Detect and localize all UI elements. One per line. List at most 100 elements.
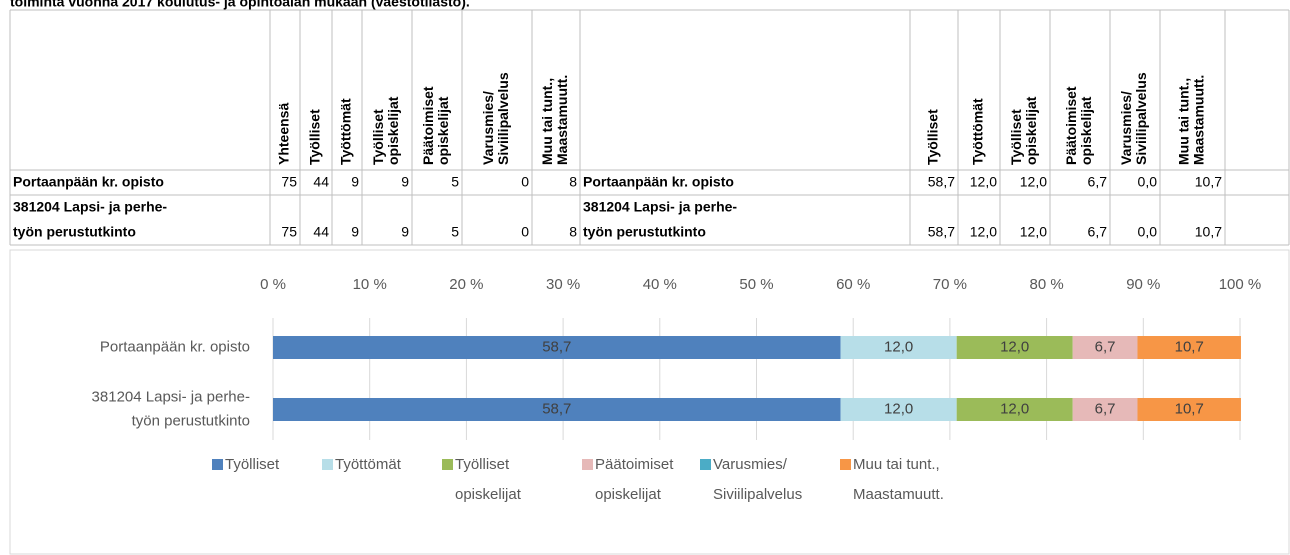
- row-name: Portaanpään kr. opisto: [13, 174, 164, 190]
- x-tick-label: 10 %: [353, 276, 387, 293]
- cell-value: 9: [401, 174, 409, 190]
- x-tick-label: 90 %: [1126, 276, 1160, 293]
- cell-value: 9: [401, 224, 409, 240]
- column-header: Maastamuutt.: [1191, 75, 1207, 165]
- value-label: 12,0: [884, 400, 913, 417]
- column-header: Yhteensä: [276, 103, 292, 165]
- column-header: Työttömät: [338, 98, 354, 165]
- legend-label: Työlliset: [455, 456, 510, 473]
- legend-swatch: [322, 459, 333, 470]
- cell-value: 12,0: [1020, 174, 1047, 190]
- cell-value: 5: [451, 174, 459, 190]
- cell-value: 0,0: [1138, 224, 1158, 240]
- column-header: Työttömät: [970, 98, 986, 165]
- cell-value: 44: [313, 224, 329, 240]
- cell-value: 10,7: [1195, 174, 1222, 190]
- x-tick-label: 70 %: [933, 276, 967, 293]
- row-name: työn perustutkinto: [13, 224, 136, 240]
- column-header: opiskelijat: [385, 96, 401, 165]
- cell-value: 0: [521, 224, 529, 240]
- cell-value: 0,0: [1138, 174, 1158, 190]
- row-name: työn perustutkinto: [583, 224, 706, 240]
- column-header: Työlliset: [925, 109, 941, 165]
- legend-label: Päätoimiset: [595, 456, 674, 473]
- legend-label: Työlliset: [225, 456, 280, 473]
- column-header: Varusmies/: [1118, 91, 1134, 165]
- x-tick-label: 40 %: [643, 276, 677, 293]
- cell-value: 58,7: [928, 174, 955, 190]
- legend-swatch: [840, 459, 851, 470]
- bar-segment: [1137, 336, 1241, 359]
- x-tick-label: 100 %: [1219, 276, 1262, 293]
- legend-label: Varusmies/: [713, 456, 788, 473]
- cell-value: 12,0: [970, 224, 997, 240]
- y-tick-label: työn perustutkinto: [132, 412, 250, 429]
- column-header: Muu tai tunt.,: [1176, 78, 1192, 165]
- x-tick-label: 50 %: [739, 276, 773, 293]
- column-header: Työlliset: [307, 109, 323, 165]
- y-tick-label: Portaanpään kr. opisto: [100, 338, 250, 355]
- bar-segment: [956, 336, 1073, 359]
- value-label: 58,7: [542, 400, 571, 417]
- cell-value: 12,0: [970, 174, 997, 190]
- x-tick-label: 30 %: [546, 276, 580, 293]
- bar-segment: [1137, 398, 1241, 421]
- legend-label: Työttömät: [335, 456, 402, 473]
- chart-frame: [9, 249, 1290, 555]
- x-tick-label: 20 %: [449, 276, 483, 293]
- cell-value: 9: [351, 224, 359, 240]
- cell-value: 8: [569, 174, 577, 190]
- page-title: toiminta vuonna 2017 koulutus- ja opinto…: [10, 0, 470, 10]
- x-tick-label: 0 %: [260, 276, 286, 293]
- bar-segment: [1072, 336, 1138, 359]
- value-label: 12,0: [884, 338, 913, 355]
- column-header: Maastamuutt.: [554, 75, 570, 165]
- value-label: 12,0: [1000, 400, 1029, 417]
- cell-value: 44: [313, 174, 329, 190]
- y-tick-label: 381204 Lapsi- ja perhe-: [92, 388, 250, 405]
- column-header: Päätoimiset: [420, 86, 436, 165]
- bar-segment: [956, 398, 1073, 421]
- cell-value: 6,7: [1088, 224, 1108, 240]
- column-header: opiskelijat: [1078, 96, 1094, 165]
- cell-value: 58,7: [928, 224, 955, 240]
- row-name: Portaanpään kr. opisto: [583, 174, 734, 190]
- x-tick-label: 60 %: [836, 276, 870, 293]
- column-header: Siviilipalvelus: [1133, 72, 1149, 165]
- bar-segment: [840, 336, 957, 359]
- legend-swatch: [582, 459, 593, 470]
- column-header: Päätoimiset: [1063, 86, 1079, 165]
- column-header: Varusmies/: [480, 91, 496, 165]
- cell-value: 12,0: [1020, 224, 1047, 240]
- value-label: 6,7: [1095, 338, 1116, 355]
- legend-swatch: [700, 459, 711, 470]
- legend-label: opiskelijat: [595, 486, 662, 503]
- column-header: Työlliset: [370, 109, 386, 165]
- bar-segment: [840, 398, 957, 421]
- legend-label: Siviilipalvelus: [713, 486, 802, 503]
- column-header: opiskelijat: [1023, 96, 1039, 165]
- value-label: 58,7: [542, 338, 571, 355]
- value-label: 12,0: [1000, 338, 1029, 355]
- cell-value: 8: [569, 224, 577, 240]
- legend-label: Muu tai tunt.,: [853, 456, 940, 473]
- row-name: 381204 Lapsi- ja perhe-: [583, 199, 737, 215]
- cell-value: 0: [521, 174, 529, 190]
- column-header: Muu tai tunt.,: [539, 78, 555, 165]
- column-header: Työlliset: [1008, 109, 1024, 165]
- value-label: 10,7: [1175, 400, 1204, 417]
- column-header: opiskelijat: [435, 96, 451, 165]
- cell-value: 6,7: [1088, 174, 1108, 190]
- cell-value: 75: [281, 174, 297, 190]
- cell-value: 9: [351, 174, 359, 190]
- cell-value: 5: [451, 224, 459, 240]
- legend-swatch: [442, 459, 453, 470]
- bar-segment: [273, 336, 841, 359]
- cell-value: 10,7: [1195, 224, 1222, 240]
- row-name: 381204 Lapsi- ja perhe-: [13, 199, 167, 215]
- legend-label: Maastamuutt.: [853, 486, 944, 503]
- cell-value: 75: [281, 224, 297, 240]
- bar-segment: [273, 398, 841, 421]
- legend-swatch: [212, 459, 223, 470]
